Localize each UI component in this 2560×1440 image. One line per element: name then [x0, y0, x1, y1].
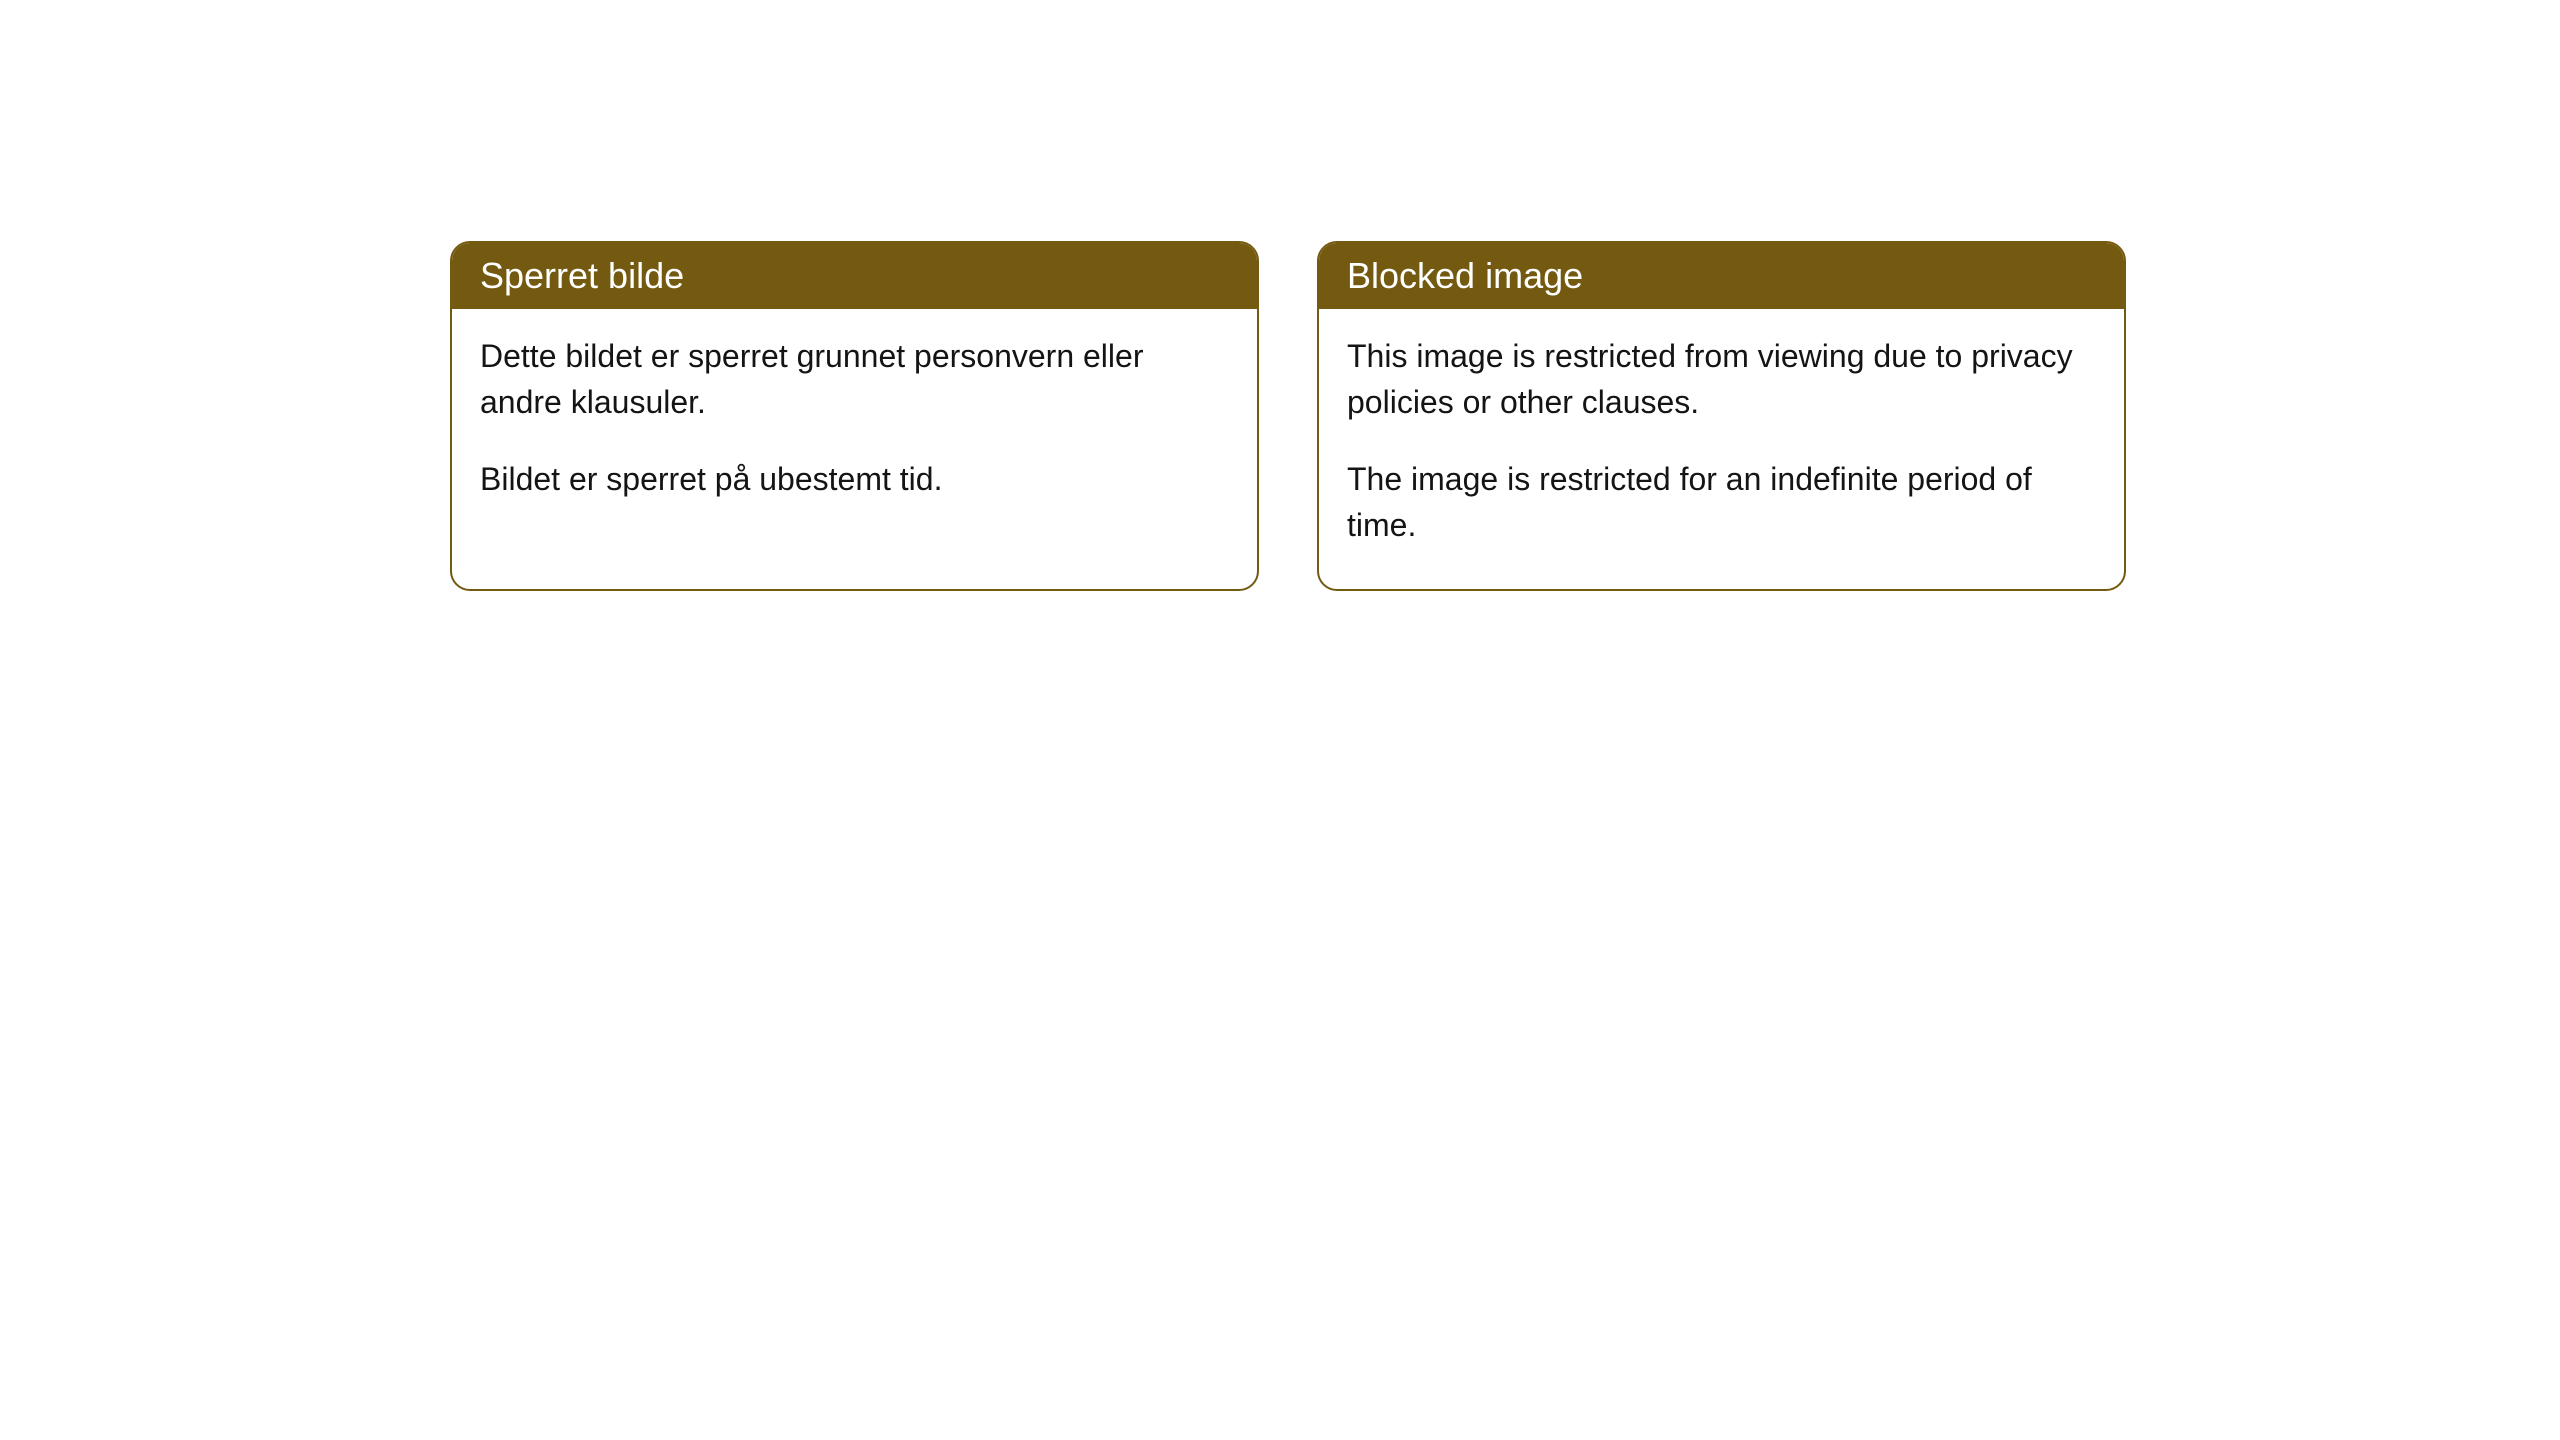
card-header: Sperret bilde [452, 243, 1257, 309]
card-paragraph: The image is restricted for an indefinit… [1347, 456, 2096, 549]
card-body: This image is restricted from viewing du… [1319, 309, 2124, 589]
card-header: Blocked image [1319, 243, 2124, 309]
card-title: Sperret bilde [480, 255, 684, 296]
card-paragraph: Dette bildet er sperret grunnet personve… [480, 333, 1229, 426]
card-paragraph: This image is restricted from viewing du… [1347, 333, 2096, 426]
notice-card-norwegian: Sperret bilde Dette bildet er sperret gr… [450, 241, 1259, 591]
card-body: Dette bildet er sperret grunnet personve… [452, 309, 1257, 542]
notice-cards-container: Sperret bilde Dette bildet er sperret gr… [450, 241, 2126, 591]
notice-card-english: Blocked image This image is restricted f… [1317, 241, 2126, 591]
card-paragraph: Bildet er sperret på ubestemt tid. [480, 456, 1229, 502]
card-title: Blocked image [1347, 255, 1583, 296]
